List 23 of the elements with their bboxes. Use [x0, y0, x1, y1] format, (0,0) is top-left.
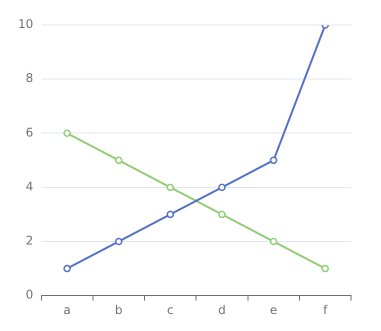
- point: [166, 184, 174, 192]
- point: [321, 264, 329, 272]
- point: [63, 129, 71, 137]
- y-tick-label: 6: [26, 125, 34, 140]
- point: [114, 238, 122, 246]
- point: [218, 210, 226, 218]
- x-tick-label: b: [114, 302, 123, 317]
- y-tick-label: 10: [18, 17, 34, 32]
- y-tick-label: 8: [26, 71, 34, 86]
- x-tick-label: e: [270, 302, 278, 317]
- point: [166, 210, 174, 218]
- point: [63, 264, 71, 272]
- y-tick-label: 0: [26, 288, 34, 302]
- point: [270, 238, 278, 246]
- y-tick-label: 2: [26, 234, 34, 248]
- y-tick-label: 4: [26, 179, 34, 194]
- x-tick-label: f: [323, 302, 328, 317]
- x-tick-label: c: [167, 302, 174, 317]
- x-tick-label: d: [218, 302, 226, 317]
- point: [114, 156, 122, 164]
- point: [218, 184, 226, 192]
- x-tick-label: a: [63, 302, 71, 317]
- point: [270, 156, 278, 164]
